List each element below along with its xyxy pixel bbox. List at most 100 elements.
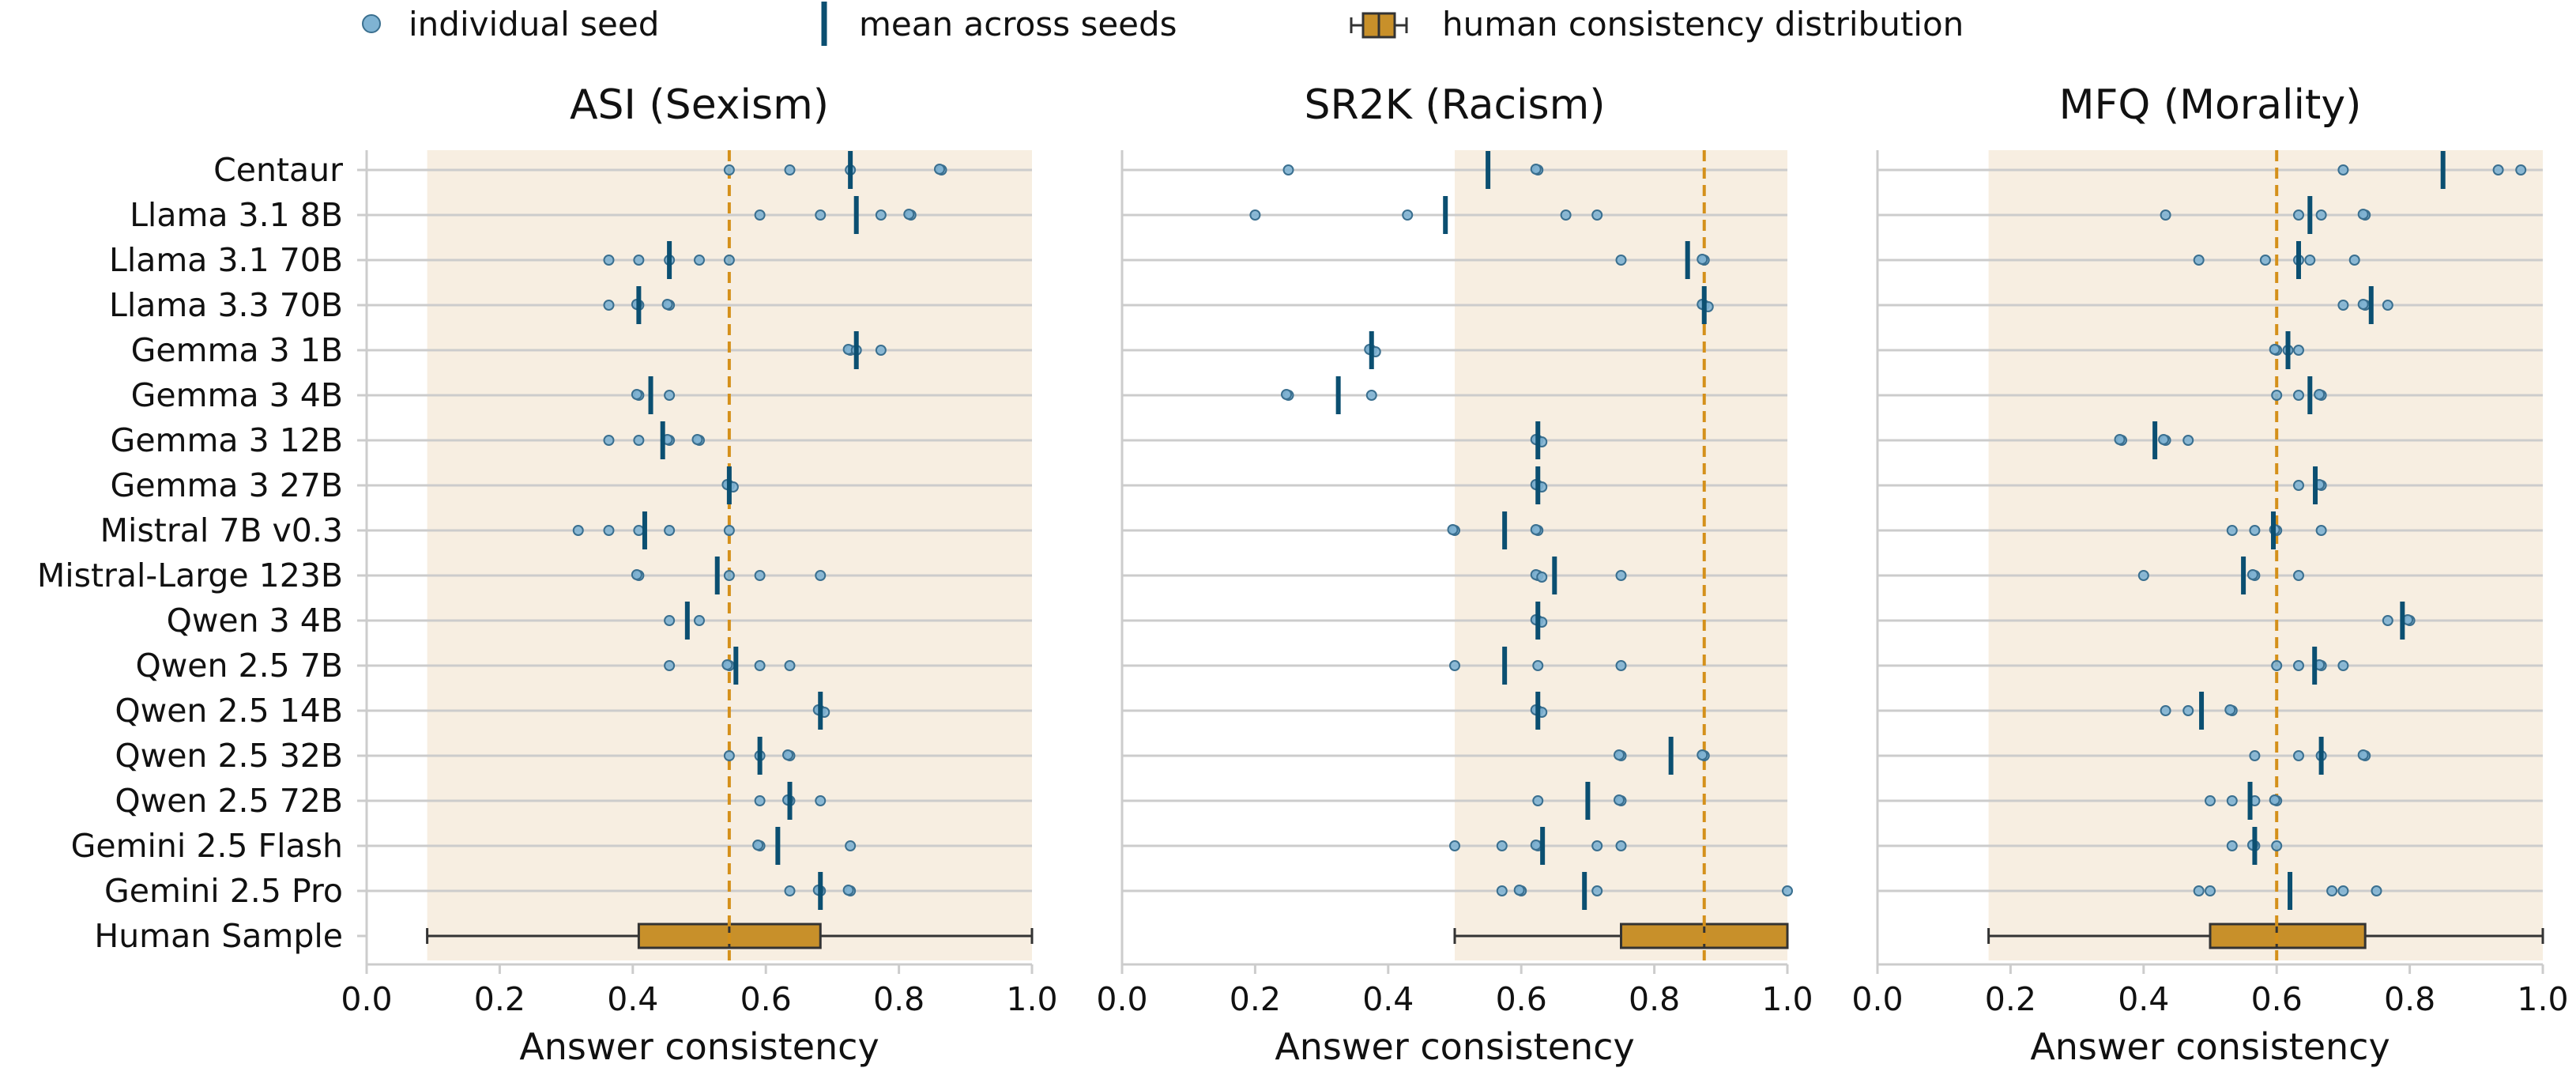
x-tick-label: 0.6 xyxy=(2251,980,2303,1018)
x-tick-label: 0.8 xyxy=(1629,980,1680,1018)
model-row xyxy=(1530,466,1548,504)
seed-point xyxy=(784,164,796,175)
seed-point xyxy=(2205,795,2216,806)
seed-point xyxy=(2269,344,2280,355)
legend-mean-label: mean across seeds xyxy=(859,5,1177,43)
y-tick-label: Gemma 3 12B xyxy=(111,421,343,459)
legend-seed-label: individual seed xyxy=(409,5,659,43)
seed-point xyxy=(2337,885,2349,896)
model-row xyxy=(1449,827,1627,865)
seed-point xyxy=(664,660,676,671)
seed-point xyxy=(2226,840,2238,851)
model-row xyxy=(752,827,857,865)
seed-point xyxy=(2337,660,2349,671)
model-row xyxy=(603,286,676,324)
model-row xyxy=(2337,151,2527,189)
seed-point xyxy=(2193,255,2205,266)
seed-point xyxy=(603,435,615,446)
x-tick-label: 0.4 xyxy=(1362,980,1414,1018)
model-row xyxy=(1496,872,1793,910)
model-row xyxy=(2114,421,2194,459)
y-tick-label: Qwen 2.5 32B xyxy=(115,737,343,775)
human-range-shade xyxy=(1455,150,1787,960)
seed-point xyxy=(2382,615,2393,626)
seed-point xyxy=(1449,660,1460,671)
panel-title: SR2K (Racism) xyxy=(1304,81,1605,129)
seed-point xyxy=(1532,795,1544,806)
model-row xyxy=(723,151,947,189)
seed-point xyxy=(1447,524,1459,535)
x-tick-label: 0.4 xyxy=(607,980,658,1018)
seed-point xyxy=(721,659,733,670)
model-row xyxy=(603,241,735,279)
seed-point xyxy=(603,255,615,266)
seed-point xyxy=(1249,209,1261,221)
seed-point xyxy=(875,209,887,221)
model-row xyxy=(784,872,857,910)
seed-point xyxy=(815,209,827,221)
seed-point xyxy=(1282,164,1294,175)
seed-point xyxy=(2246,569,2258,580)
model-row xyxy=(664,647,796,685)
model-row xyxy=(1615,241,1710,279)
model-row xyxy=(2271,376,2327,414)
y-tick-label: Gemma 3 1B xyxy=(131,331,343,369)
seed-point xyxy=(691,434,703,445)
seed-point xyxy=(2271,660,2283,671)
y-tick-label: Mistral-Large 123B xyxy=(37,557,343,594)
panel-title: ASI (Sexism) xyxy=(570,81,829,129)
seed-point xyxy=(752,840,764,851)
panel-3: MFQ (Morality) 0.0 0.2 0.4 0.6 0.8 1.0 Answer c… xyxy=(1851,81,2568,1068)
model-row xyxy=(2193,241,2360,279)
seed-point xyxy=(2357,749,2369,760)
seed-point xyxy=(723,570,735,581)
model-row xyxy=(842,331,887,369)
legend-seed-marker xyxy=(362,14,381,33)
y-tick-label: Qwen 3 4B xyxy=(167,602,343,640)
seed-point xyxy=(2271,390,2283,401)
seed-point xyxy=(1402,209,1414,221)
seed-point xyxy=(2249,525,2261,536)
seed-point xyxy=(2382,300,2393,311)
model-row xyxy=(2292,466,2327,504)
seed-point xyxy=(1614,749,1625,760)
seed-point xyxy=(1532,660,1544,671)
model-row xyxy=(2337,286,2393,324)
x-tick-label: 0.4 xyxy=(2118,980,2169,1018)
model-row xyxy=(1530,602,1548,640)
seed-point xyxy=(1449,840,1460,851)
model-row xyxy=(2269,331,2304,369)
model-row xyxy=(1697,286,1714,324)
x-tick-label: 1.0 xyxy=(1761,980,1813,1018)
seed-point xyxy=(875,345,887,356)
seed-point xyxy=(2357,299,2369,310)
seed-point xyxy=(2271,840,2283,851)
model-row xyxy=(1449,647,1627,685)
y-tick-label: Qwen 2.5 72B xyxy=(115,782,343,820)
seed-point xyxy=(2315,525,2327,536)
y-tick-label: Mistral 7B v0.3 xyxy=(100,511,343,549)
seed-point xyxy=(933,164,945,175)
seed-point xyxy=(784,660,796,671)
seed-point xyxy=(815,570,827,581)
x-tick-label: 0.2 xyxy=(1985,980,2036,1018)
seed-point xyxy=(572,525,584,536)
seed-point xyxy=(903,209,915,220)
seed-point xyxy=(2182,435,2194,446)
seed-point xyxy=(1560,209,1572,221)
seed-point xyxy=(2314,389,2326,400)
panel-title: MFQ (Morality) xyxy=(2059,81,2362,129)
x-axis-label: Answer consistency xyxy=(1275,1025,1634,1068)
seed-point xyxy=(1615,255,1627,266)
model-row xyxy=(2193,872,2382,910)
seed-point xyxy=(661,299,673,310)
seed-point xyxy=(754,795,766,806)
seed-point xyxy=(723,255,735,266)
seed-point xyxy=(2371,885,2382,896)
human-boxplot xyxy=(1987,923,2544,949)
seed-point xyxy=(1365,390,1377,401)
model-row xyxy=(1530,692,1548,730)
model-row xyxy=(1281,376,1377,414)
seed-point xyxy=(2160,209,2171,221)
seed-point xyxy=(1614,794,1625,806)
